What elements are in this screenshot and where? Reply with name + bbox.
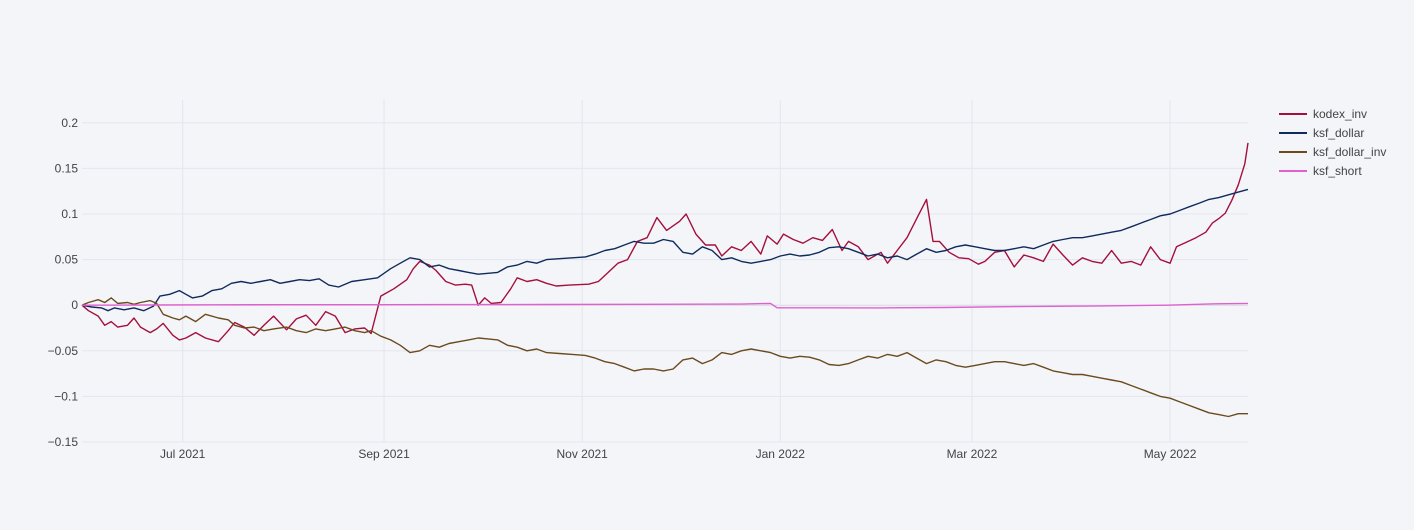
series-line-ksf-short	[81, 302, 1249, 309]
legend-item-ksf-dollar[interactable]: ksf_dollar	[1279, 126, 1364, 140]
series-layer	[81, 142, 1249, 418]
series-line-kodex-inv	[81, 142, 1249, 343]
series-line-ksf-dollar-inv	[81, 297, 1248, 418]
y-tick-label: 0.2	[61, 116, 78, 130]
x-tick-label: Mar 2022	[947, 447, 998, 461]
y-tick-label: −0.05	[48, 344, 79, 358]
x-tick-label: Sep 2021	[358, 447, 410, 461]
y-tick-label: 0.15	[55, 161, 79, 175]
x-tick-label: Jul 2021	[160, 447, 206, 461]
x-tick-label: Jan 2022	[756, 447, 806, 461]
y-tick-label: −0.15	[48, 435, 79, 449]
y-tick-label: −0.1	[54, 389, 78, 403]
legend-label: ksf_short	[1313, 164, 1362, 178]
legend-label: ksf_dollar_inv	[1313, 145, 1386, 159]
grid-layer	[82, 100, 1248, 443]
axis-layer: 0.2 0.15 0.1 0.05 0 −0.05 −0.1 −0.15 Jul 2021 Sep…	[48, 116, 1197, 461]
legend[interactable]: kodex_inv ksf_dollar ksf_dollar_inv ksf_sho…	[1279, 107, 1386, 178]
y-tick-label: 0.1	[61, 207, 78, 221]
legend-label: ksf_dollar	[1313, 126, 1364, 140]
legend-item-kodex-inv[interactable]: kodex_inv	[1279, 107, 1367, 121]
x-tick-label: May 2022	[1144, 447, 1197, 461]
series-line-ksf-dollar	[81, 188, 1249, 312]
x-tick-label: Nov 2021	[556, 447, 608, 461]
legend-item-ksf-short[interactable]: ksf_short	[1279, 164, 1362, 178]
y-tick-label: 0.05	[55, 253, 79, 267]
legend-item-ksf-dollar-inv[interactable]: ksf_dollar_inv	[1279, 145, 1386, 159]
legend-label: kodex_inv	[1313, 107, 1367, 121]
y-tick-label: 0	[71, 298, 78, 312]
